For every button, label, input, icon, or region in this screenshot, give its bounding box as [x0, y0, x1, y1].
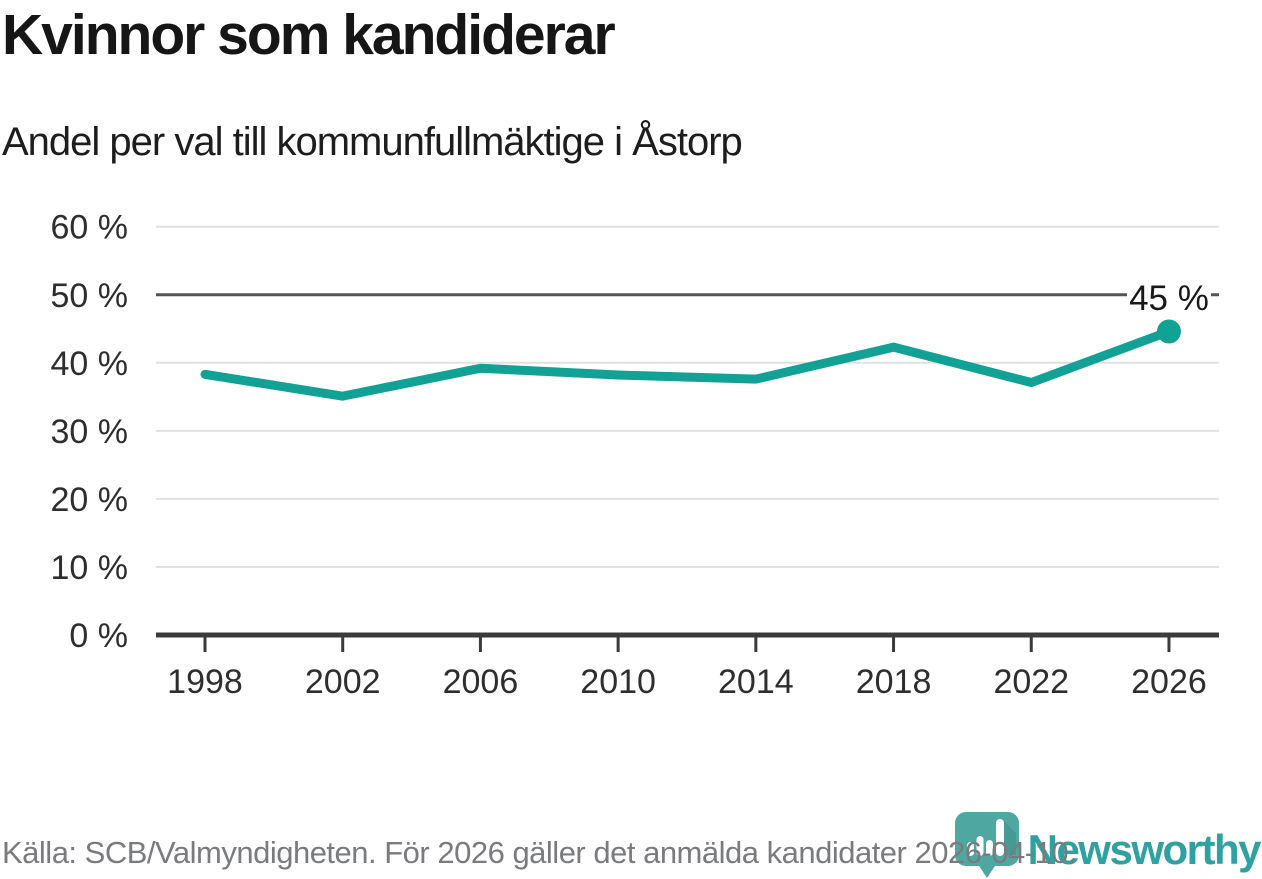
chart-subtitle: Andel per val till kommunfullmäktige i Å…: [2, 120, 743, 164]
newsworthy-logo: Newsworthy: [954, 811, 1262, 879]
chart-title: Kvinnor som kandiderar: [2, 3, 616, 67]
x-tick-label: 2010: [580, 663, 656, 701]
x-tick-label: 2002: [305, 663, 381, 701]
end-point-label: 45 %: [1129, 279, 1209, 318]
y-tick-label: 0 %: [69, 617, 128, 655]
y-tick-label: 20 %: [51, 481, 129, 519]
source-note: Källa: SCB/Valmyndigheten. För 2026 gäll…: [2, 835, 1077, 870]
x-tick-label: 2006: [443, 663, 519, 701]
data-line: [200, 326, 1174, 401]
y-tick-label: 60 %: [51, 209, 129, 247]
y-tick-label: 10 %: [51, 549, 129, 587]
end-point-label-halo: [1126, 278, 1211, 316]
x-tick-label: 2026: [1131, 663, 1207, 701]
newsworthy-pin-icon: [954, 812, 1019, 878]
y-tick-label: 30 %: [51, 413, 129, 451]
y-tick-label: 50 %: [51, 277, 129, 315]
end-point-marker: [1156, 319, 1181, 344]
newsworthy-wordmark: Newsworthy: [1027, 826, 1262, 873]
x-tick-label: 1998: [167, 663, 243, 701]
x-tick-label: 2014: [718, 663, 794, 701]
x-tick-label: 2018: [856, 663, 932, 701]
y-tick-label: 40 %: [51, 345, 129, 383]
x-tick-label: 2022: [993, 663, 1069, 701]
